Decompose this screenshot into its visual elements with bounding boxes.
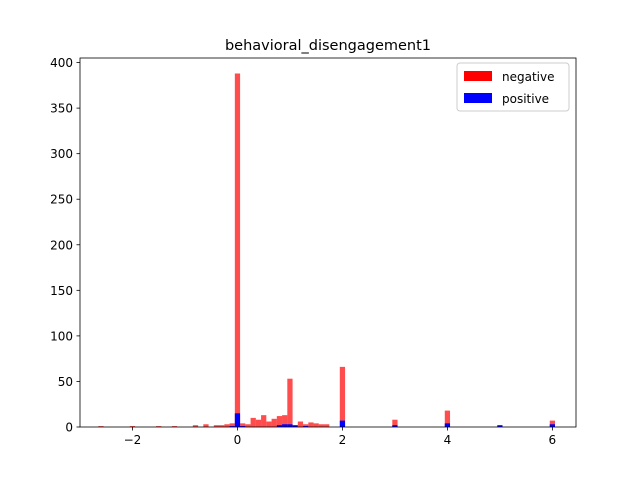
y-tick-label: 50 [58,375,73,389]
x-tick-label: 6 [549,433,557,447]
x-axis: −2 0 2 4 6 [124,427,557,447]
positive-bar [392,425,398,427]
y-tick-label: 400 [50,56,73,70]
negative-bar [129,426,136,427]
negative-bar [324,424,330,427]
negative-bar [171,426,178,427]
negative-bar [98,426,104,427]
y-tick-label: 350 [50,102,73,116]
negative-bar [250,417,256,427]
plot-frame [79,57,577,428]
negative-bar [261,415,267,427]
positive-bar [549,424,556,427]
negative-bar [156,426,162,427]
negative-bar [318,424,325,427]
x-tick-label: 2 [339,433,347,447]
negative-bar [192,425,199,427]
negative-bar [308,422,314,427]
bars-layer [98,73,556,428]
negative-bar [339,366,346,427]
chart-title: behavioral_disengagement1 [225,38,431,54]
positive-bar [287,424,293,427]
negative-bar [224,424,230,427]
positive-bar [292,425,298,427]
y-axis: 0 50 100 150 200 250 300 350 400 [50,56,80,435]
negative-bar [229,423,235,427]
x-tick-label: 0 [234,433,242,447]
negative-bar [444,410,451,427]
negative-bar [266,421,272,427]
negative-bar [203,424,209,427]
y-tick-label: 100 [50,329,73,343]
negative-bar [234,73,241,428]
y-tick-label: 250 [50,193,73,207]
negative-bar [219,425,225,427]
positive-bar [444,423,451,427]
positive-bar [229,426,235,427]
positive-bar [282,424,288,427]
negative-bar [282,415,288,427]
negative-legend-swatch [464,71,492,81]
positive-legend-label: positive [502,92,549,106]
negative-bar [287,378,293,427]
legend: negative positive [456,62,570,112]
negative-legend-label: negative [502,70,554,84]
negative-bar [271,418,277,427]
y-tick-label: 0 [65,421,73,435]
negative-bar [297,421,304,427]
y-tick-label: 150 [50,284,73,298]
negative-bar [255,419,262,427]
positive-bar [339,420,346,427]
positive-legend-swatch [464,93,492,103]
positive-bar [234,413,241,427]
x-tick-label: −2 [124,433,142,447]
negative-bar [303,424,309,427]
positive-bar [276,425,283,427]
negative-bar [276,416,283,427]
negative-bar [240,423,246,427]
positive-bar [303,426,309,427]
y-tick-label: 300 [50,147,73,161]
x-tick-label: 4 [444,433,452,447]
positive-bar [497,425,503,427]
negative-bar [549,420,556,427]
positive-bar [240,426,246,427]
negative-bar [245,424,251,427]
negative-bar [392,419,398,427]
negative-bar [213,425,220,427]
y-tick-label: 200 [50,238,73,252]
negative-bar [313,423,319,427]
